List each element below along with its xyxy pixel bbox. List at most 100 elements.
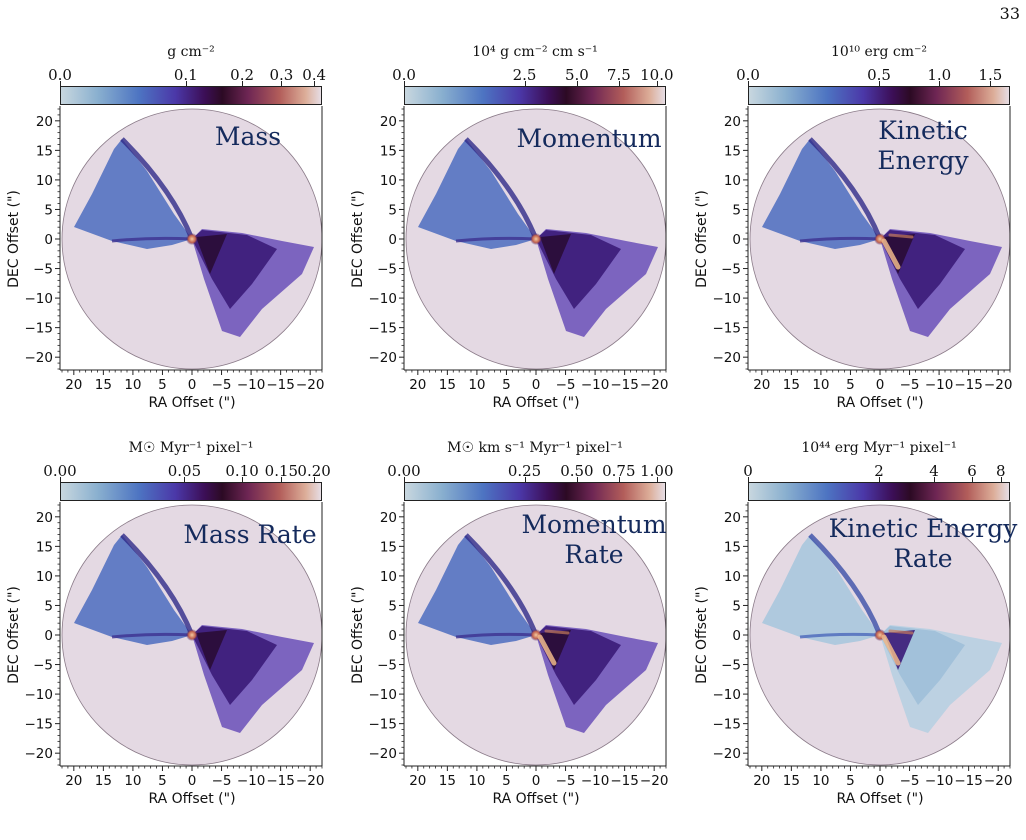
x-tick-label: 5 [846,773,855,789]
y-axis-label: DEC Offset (") [6,586,22,684]
panel-kinetic-energy-rate: 10⁴⁴ erg Myr⁻¹ pixel⁻¹ 0 2 4 6 8 20 20 15 15 10 10 5… [688,440,1026,840]
panel-label-line: Momentum [516,124,662,153]
colorbar-tick-label: 0.2 [230,66,255,84]
colorbar-tick-mark [1000,477,1002,482]
outflow-emission [418,137,658,337]
x-tick-label: 5 [158,773,167,789]
colorbar-tick-mark [281,477,283,482]
x-axis-label: RA Offset (") [148,395,235,411]
x-tick-label: −10 [581,773,610,789]
colorbar-tick-label: 6 [967,462,977,480]
colorbar-title: g cm⁻² [167,44,215,60]
y-tick-label: −15 [369,717,398,733]
colorbar-tick-mark [939,81,941,86]
y-axis-label: DEC Offset (") [6,190,22,288]
x-tick-label: 10 [124,773,141,789]
y-tick-label: 5 [732,598,741,614]
y-tick-label: 10 [724,569,741,585]
y-tick-label: 10 [724,173,741,189]
panel-label-line: Energy [877,146,969,175]
y-tick-label: −15 [713,717,742,733]
map-plot: 2020151510105500−5−5−10−10−15−15−20−20RA… [350,106,669,411]
colorbar-tick-mark [879,81,880,86]
colorbar-tick-mark [656,477,658,482]
y-axis-label: DEC Offset (") [694,190,710,288]
panel-momentum-rate: M☉ km s⁻¹ Myr⁻¹ pixel⁻¹ 0.00 0.25 0.50 0.75 1… [344,440,686,840]
colorbar-tick-label: 0.1 [173,66,198,84]
colorbar-tick-mark [60,81,61,86]
colorbar [404,86,666,105]
y-tick-label: 0 [732,232,741,248]
x-tick-label: −5 [556,377,576,393]
outflow-emission [762,137,1002,337]
colorbar-tick-label: 0.0 [392,66,416,84]
x-tick-label: −5 [900,377,920,393]
colorbar-tick-label: 8 [996,462,1006,480]
x-tick-label: 20 [753,377,770,393]
central-source [186,233,198,245]
colorbar [404,482,666,501]
panel-mass: g cm⁻² 0.0 0.1 0.2 0.3 0.4 20 20 15 15 10 10 5 5 0 0 −5−… [0,44,342,444]
colorbar-title: 10⁴⁴ erg Myr⁻¹ pixel⁻¹ [801,440,957,456]
colorbar-tick-mark [242,81,244,86]
colorbar-tick-mark [404,81,405,86]
x-tick-label: −15 [266,377,295,393]
panel-label: Mass [200,122,296,152]
colorbar-tick-label: 0.05 [167,462,202,480]
colorbar-tick-mark [656,81,658,86]
colorbar-tick-label: 0.50 [560,462,594,480]
x-tick-label: 20 [409,377,426,393]
y-tick-label: 20 [36,510,53,526]
panel-label: Mass Rate [170,520,330,550]
colorbar-tick-label: 1.5 [978,66,1003,84]
y-tick-label: 20 [724,510,741,526]
central-source [530,233,542,245]
y-tick-label: 10 [36,173,53,189]
colorbar-tick-label: 5.0 [564,66,589,84]
colorbar-tick-mark [618,81,620,86]
panel-label: Momentum Rate [514,510,674,570]
y-tick-label: −5 [721,658,741,674]
x-tick-label: −15 [954,377,983,393]
y-tick-label: −10 [25,291,54,307]
colorbar-title: 10¹⁰ erg cm⁻² [831,44,927,60]
x-tick-label: −20 [640,377,669,393]
colorbar-tick-mark [879,477,880,482]
panel-label-line: Momentum [521,510,667,539]
x-tick-label: 5 [502,377,511,393]
colorbar-tick-mark [60,477,61,482]
y-tick-label: −5 [377,262,397,278]
y-axis-label: DEC Offset (") [350,190,366,288]
x-axis-label: RA Offset (") [492,791,579,807]
y-axis-label: DEC Offset (") [350,586,366,684]
panel-label: Momentum [504,124,674,154]
x-tick-label: 0 [532,377,541,393]
x-tick-label: −20 [984,773,1013,789]
colorbar-tick-mark [404,477,405,482]
y-tick-label: 10 [380,569,397,585]
y-tick-label: −10 [713,291,742,307]
y-tick-label: 20 [380,114,397,130]
panel-label-line: Rate [564,540,624,569]
map-plot: 2020151510105500−5−5−10−10−15−15−20−20RA… [694,106,1012,411]
map-plot: 2020151510105500−5−5−10−10−15−15−20−20RA… [6,502,324,807]
panel-label-line: Kinetic [878,116,968,145]
panel-label-line: Mass [214,122,282,151]
y-tick-label: −20 [713,746,742,762]
y-tick-label: −20 [713,350,742,366]
x-axis-label: RA Offset (") [148,791,235,807]
ne-lobe [762,535,880,645]
outflow-emission [762,533,1002,733]
panel-label: Kinetic Energy [868,116,978,176]
colorbar-tick-mark [576,81,578,86]
colorbar [60,482,322,501]
panel-label-line: Rate [893,544,953,573]
colorbar-tick-label: 0.3 [269,66,294,84]
x-axis-label: RA Offset (") [836,395,923,411]
colorbar-tick-mark [185,81,187,86]
x-tick-label: 0 [532,773,541,789]
y-tick-label: −20 [369,746,398,762]
x-tick-label: 10 [812,773,829,789]
y-tick-label: 15 [380,539,397,555]
y-tick-label: 5 [44,598,53,614]
